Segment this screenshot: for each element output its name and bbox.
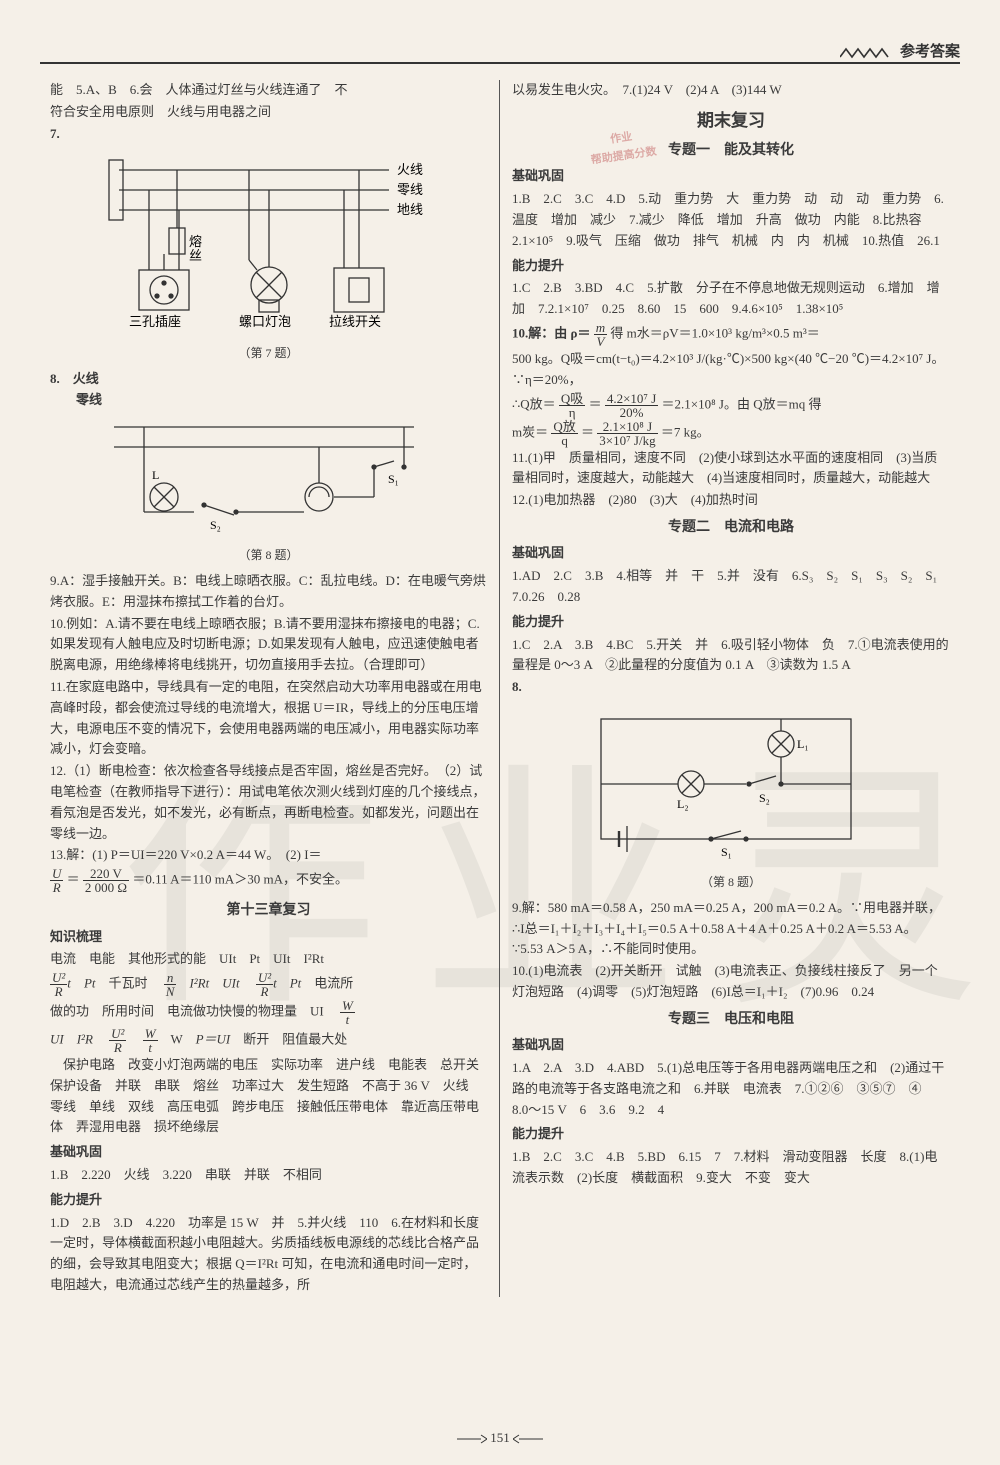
text-line: 1.AD 2.C 3.B 4.相等 并 干 5.并 没有 6.S₃ S₂ S₁ … — [512, 566, 950, 608]
text-line: 1.B 2.C 3.C 4.D 5.动 重力势 大 重力势 动 动 动 重力势 … — [512, 189, 950, 251]
topic1-title: 专题一 能及其转化 — [512, 140, 950, 162]
subhead-nlts: 能力提升 — [512, 612, 950, 633]
q8-label: 8. 火线 零线 — [50, 369, 487, 411]
text-line: 符合安全用电原则 火线与用电器之间 — [50, 102, 487, 123]
text-line: 1.C 2.A 3.B 4.BC 5.开关 并 6.吸引轻小物体 负 7.①电流… — [512, 635, 950, 677]
diagram-caption: （第 7 题） — [50, 344, 487, 363]
svg-text:S₁: S₁ — [721, 845, 732, 859]
text-line: UR ＝ 220 V2 000 Ω ＝0.11 A＝110 mA＞30 mA，不… — [50, 867, 487, 894]
subhead-zsml: 知识梳理 — [50, 927, 487, 948]
diagram-caption: （第 8 题） — [512, 873, 950, 892]
svg-text:L₁: L₁ — [797, 737, 809, 751]
text-line: 7. — [50, 124, 487, 145]
text-line: 11.(1)甲 质量相同，速度不同 (2)使小球到达水平面的速度相同 (3)当质… — [512, 448, 950, 490]
text-line: 1.B 2.C 3.C 4.B 5.BD 6.15 7 7.材料 滑动变阻器 长… — [512, 1147, 950, 1189]
subhead-jcgg: 基础巩固 — [512, 543, 950, 564]
text-line: U²Rt Pt 千瓦时 nN I²Rt UIt U²Rt Pt 电流所 — [50, 971, 487, 998]
chapter13-title: 第十三章复习 — [50, 900, 487, 922]
svg-text:三孔插座: 三孔插座 — [129, 314, 181, 329]
text-line: 9.A：湿手接触开关。B：电线上晾晒衣服。C：乱拉电线。D：在电暖气旁烘烤衣服。… — [50, 571, 487, 613]
text-line: 1.A 2.A 3.D 4.ABD 5.(1)总电压等于各用电器两端电压之和 (… — [512, 1058, 950, 1120]
header-rule — [40, 62, 960, 64]
text-line: ∴Q放＝ Q吸η ＝ 4.2×10⁷ J20% ＝2.1×10⁸ J。由 Q放＝… — [512, 392, 950, 419]
text-line: UI I²R U²R Wt W P＝UI 断开 阻值最大处 — [50, 1027, 487, 1054]
text-line: 12.(1)电加热器 (2)80 (3)大 (4)加热时间 — [512, 490, 950, 511]
text-line: 9.解：580 mA＝0.58 A，250 mA＝0.25 A，200 mA＝0… — [512, 898, 950, 960]
svg-text:熔: 熔 — [189, 234, 202, 249]
text-line: 1.B 2.220 火线 3.220 串联 并联 不相同 — [50, 1165, 487, 1186]
text-line: 1.D 2.B 3.D 4.220 功率是 15 W 并 5.并火线 110 6… — [50, 1213, 487, 1296]
svg-text:地线: 地线 — [397, 202, 423, 217]
diagram-q8-right: L₁ L₂ S₂ S₁ （第 8 题） — [512, 704, 950, 892]
left-column: 能 5.A、B 6.会 人体通过灯丝与火线连通了 不 符合安全用电原则 火线与用… — [40, 80, 500, 1297]
subhead-nlts: 能力提升 — [50, 1190, 487, 1211]
text-line: m炭＝ Q放q ＝ 2.1×10⁸ J3×10⁷ J/kg ＝7 kg。 — [512, 420, 950, 447]
text-line: 1.C 2.B 3.BD 4.C 5.扩散 分子在不停息地做无规则运动 6.增加… — [512, 278, 950, 320]
text-line: 10.例如：A.请不要在电线上晾晒衣服；B.请不要用湿抹布擦接电的电器；C.如果… — [50, 614, 487, 676]
svg-text:S₁: S₁ — [388, 472, 399, 486]
svg-text:零线: 零线 — [397, 182, 423, 197]
text-line: 电流 电能 其他形式的能 UIt Pt UIt I²Rt — [50, 949, 487, 970]
topic2-title: 专题二 电流和电路 — [512, 517, 950, 539]
svg-text:S₂: S₂ — [210, 518, 221, 532]
text-line: 13.解：(1) P＝UI＝220 V×0.2 A＝44 W。 (2) I＝ — [50, 845, 487, 866]
diagram-caption: （第 8 题） — [50, 546, 487, 565]
text-line: 12.（1）断电检查：依次检查各导线接点是否牢固，熔丝是否完好。 （2）试电笔检… — [50, 761, 487, 844]
q8-label: 8. — [512, 677, 950, 698]
page-header: 参考答案 — [840, 40, 960, 64]
final-review-title: 期末复习 — [512, 107, 950, 134]
subhead-nlts: 能力提升 — [512, 256, 950, 277]
topic3-title: 专题三 电压和电阻 — [512, 1009, 950, 1031]
svg-text:丝: 丝 — [189, 248, 202, 263]
svg-text:拉线开关: 拉线开关 — [329, 314, 381, 329]
header-title: 参考答案 — [900, 44, 960, 60]
page-number: 151 — [0, 1428, 1000, 1449]
text-line: 11.在家庭电路中，导线具有一定的电阻，在突然启动大功率用电器或在用电高峰时段，… — [50, 677, 487, 760]
text-line: 能 5.A、B 6.会 人体通过灯丝与火线连通了 不 — [50, 80, 487, 101]
subhead-jcgg: 基础巩固 — [512, 166, 950, 187]
text-line: 做的功 所用时间 电流做功快慢的物理量 UI Wt — [50, 999, 487, 1026]
text-line: 保护电路 改变小灯泡两端的电压 实际功率 进户线 电能表 总开关 保护设备 并联… — [50, 1055, 487, 1138]
page-number-value: 151 — [490, 1430, 510, 1445]
subhead-jcgg: 基础巩固 — [50, 1142, 487, 1163]
svg-text:L₂: L₂ — [677, 797, 689, 811]
svg-text:L: L — [152, 468, 159, 482]
text-line: 500 kg。Q吸＝cm(t−t₀)＝4.2×10³ J/(kg·℃)×500 … — [512, 349, 950, 391]
text-line: 10.(1)电流表 (2)开关断开 试触 (3)电流表正、负接线柱接反了 另一个… — [512, 961, 950, 1003]
svg-text:S₂: S₂ — [759, 791, 770, 805]
two-column-layout: 能 5.A、B 6.会 人体通过灯丝与火线连通了 不 符合安全用电原则 火线与用… — [40, 80, 960, 1297]
subhead-jcgg: 基础巩固 — [512, 1035, 950, 1056]
svg-text:螺口灯泡: 螺口灯泡 — [239, 314, 291, 329]
text-line: 以易发生电火灾。 7.(1)24 V (2)4 A (3)144 W — [512, 80, 950, 101]
right-column: 以易发生电火灾。 7.(1)24 V (2)4 A (3)144 W 期末复习 … — [500, 80, 960, 1297]
diagram-q7: 火线 零线 地线 熔丝 三孔插座 螺口灯泡 拉线开关 （第 7 题） — [50, 150, 487, 363]
text-line: 10.解：由 ρ＝ mV 得 m水＝ρV＝1.0×10³ kg/m³×0.5 m… — [512, 321, 950, 348]
diagram-q8-left: L S₂ S₁ （第 8 题） — [50, 417, 487, 565]
label-fire: 火线 — [397, 162, 423, 177]
subhead-nlts: 能力提升 — [512, 1124, 950, 1145]
